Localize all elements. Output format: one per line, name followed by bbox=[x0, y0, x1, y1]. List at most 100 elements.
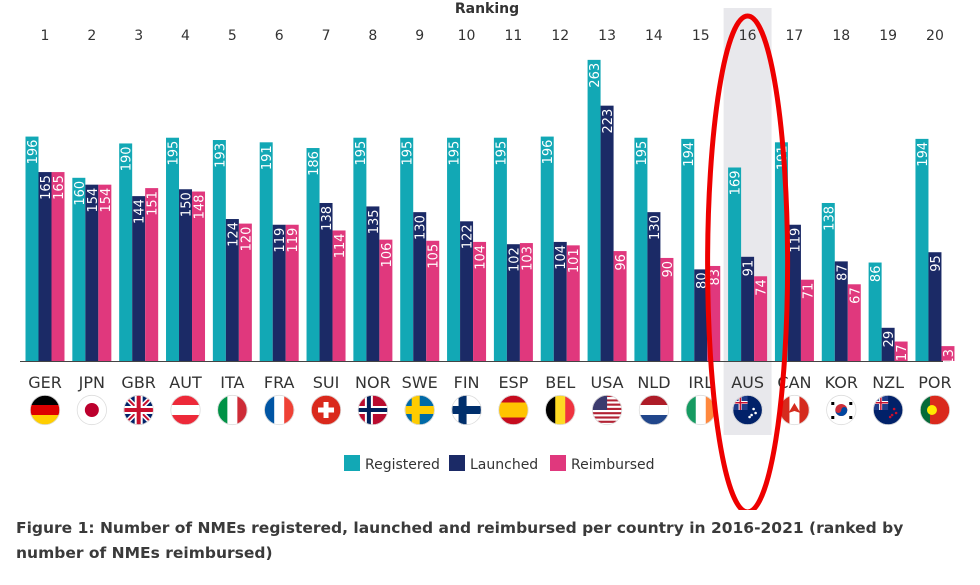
data-label: 122 bbox=[461, 224, 476, 249]
country-group-nor: 8 195 135 106 NOR bbox=[353, 28, 395, 426]
data-label: 193 bbox=[213, 143, 228, 168]
data-label: 102 bbox=[507, 247, 522, 272]
flag-bel-icon bbox=[545, 395, 576, 425]
category-label: AUS bbox=[731, 373, 764, 392]
data-label: 83 bbox=[708, 269, 723, 286]
bar-reimbursed bbox=[473, 241, 487, 361]
rank-label: 20 bbox=[926, 28, 944, 44]
bar-registered bbox=[821, 202, 835, 361]
flag-cross bbox=[732, 402, 748, 404]
data-label: 195 bbox=[448, 141, 463, 166]
flag-stripe bbox=[919, 395, 931, 425]
flag-cross bbox=[404, 408, 435, 412]
rank-label: 6 bbox=[275, 28, 284, 44]
legend-item-registered: Registered bbox=[344, 455, 440, 473]
rank-label: 17 bbox=[786, 28, 804, 44]
category-label: IRL bbox=[688, 373, 713, 392]
data-label: 165 bbox=[52, 175, 67, 200]
flag-irl-icon bbox=[685, 395, 716, 425]
flag-star bbox=[754, 411, 757, 415]
bar-launched bbox=[787, 224, 801, 361]
bar-reimbursed bbox=[426, 240, 440, 361]
bar-reimbursed bbox=[754, 276, 768, 361]
highlight-ellipse bbox=[705, 13, 791, 510]
flag-nzl-icon bbox=[873, 395, 904, 425]
legend-swatch bbox=[344, 455, 360, 471]
flag-border bbox=[76, 394, 107, 426]
data-label: 195 bbox=[401, 141, 416, 166]
data-label: 223 bbox=[601, 109, 616, 134]
data-label: 196 bbox=[26, 140, 41, 165]
category-label: USA bbox=[591, 373, 624, 392]
data-label: 151 bbox=[146, 191, 161, 216]
bar-registered bbox=[587, 59, 601, 362]
flag-esp-icon bbox=[498, 395, 529, 425]
data-label: 29 bbox=[882, 331, 897, 348]
flag-ger-icon bbox=[30, 395, 60, 425]
legend-label: Launched bbox=[470, 457, 538, 473]
data-label: 104 bbox=[554, 245, 569, 270]
flag-border bbox=[919, 394, 951, 426]
data-label: 106 bbox=[380, 243, 395, 268]
data-label: 90 bbox=[661, 261, 676, 278]
data-label: 67 bbox=[848, 287, 863, 304]
flag-border bbox=[170, 394, 201, 426]
bar-reimbursed bbox=[192, 191, 206, 361]
bar-registered bbox=[353, 137, 367, 361]
data-label: 194 bbox=[916, 142, 931, 167]
flag-border bbox=[732, 394, 763, 426]
flag-taeguk bbox=[835, 407, 848, 416]
legend-swatch bbox=[550, 455, 566, 471]
flag-kor-icon bbox=[826, 395, 857, 425]
flag-fra-icon bbox=[264, 395, 295, 425]
flag-star bbox=[890, 413, 894, 417]
data-label: 191 bbox=[260, 145, 275, 170]
legend-label: Registered bbox=[365, 457, 440, 473]
data-label: 87 bbox=[835, 264, 850, 281]
flag-stripe bbox=[498, 402, 529, 411]
bar-reimbursed bbox=[800, 279, 814, 361]
country-group-por: 20 194 95 13 POR bbox=[915, 28, 957, 426]
flag-stripe bbox=[30, 415, 60, 425]
flag-star bbox=[752, 407, 755, 411]
flag-stripe bbox=[685, 395, 697, 425]
rank-label: 18 bbox=[832, 28, 850, 44]
flag-por-icon bbox=[919, 395, 950, 425]
data-label: 195 bbox=[167, 141, 182, 166]
flag-stripe bbox=[799, 395, 810, 425]
data-label: 165 bbox=[39, 175, 54, 200]
rank-label: 15 bbox=[692, 28, 710, 44]
data-label: 138 bbox=[320, 206, 335, 231]
data-label: 119 bbox=[273, 228, 288, 253]
flag-star bbox=[892, 407, 896, 411]
bar-launched bbox=[85, 184, 99, 361]
flag-cross bbox=[123, 408, 154, 412]
flag-dot bbox=[84, 403, 99, 417]
bar-launched bbox=[694, 269, 708, 361]
data-label: 71 bbox=[801, 283, 816, 300]
flag-star bbox=[888, 415, 892, 419]
flag-stripe bbox=[939, 395, 950, 425]
flag-stripe bbox=[592, 412, 623, 415]
legend-swatch bbox=[449, 455, 465, 471]
rank-label: 11 bbox=[504, 28, 522, 44]
flag-stripe bbox=[264, 395, 275, 425]
flag-stripe bbox=[30, 405, 60, 416]
flag-border bbox=[545, 394, 576, 426]
data-label: 196 bbox=[541, 140, 556, 165]
bar-launched bbox=[132, 196, 146, 361]
flag-stripe bbox=[545, 395, 556, 425]
flag-nld-icon bbox=[638, 395, 669, 425]
category-label: NZL bbox=[872, 373, 904, 392]
bar-reimbursed bbox=[379, 239, 393, 361]
flag-stripe bbox=[555, 395, 566, 425]
bar-launched bbox=[881, 327, 895, 361]
data-label: 144 bbox=[133, 199, 148, 224]
bar-registered bbox=[166, 137, 180, 361]
